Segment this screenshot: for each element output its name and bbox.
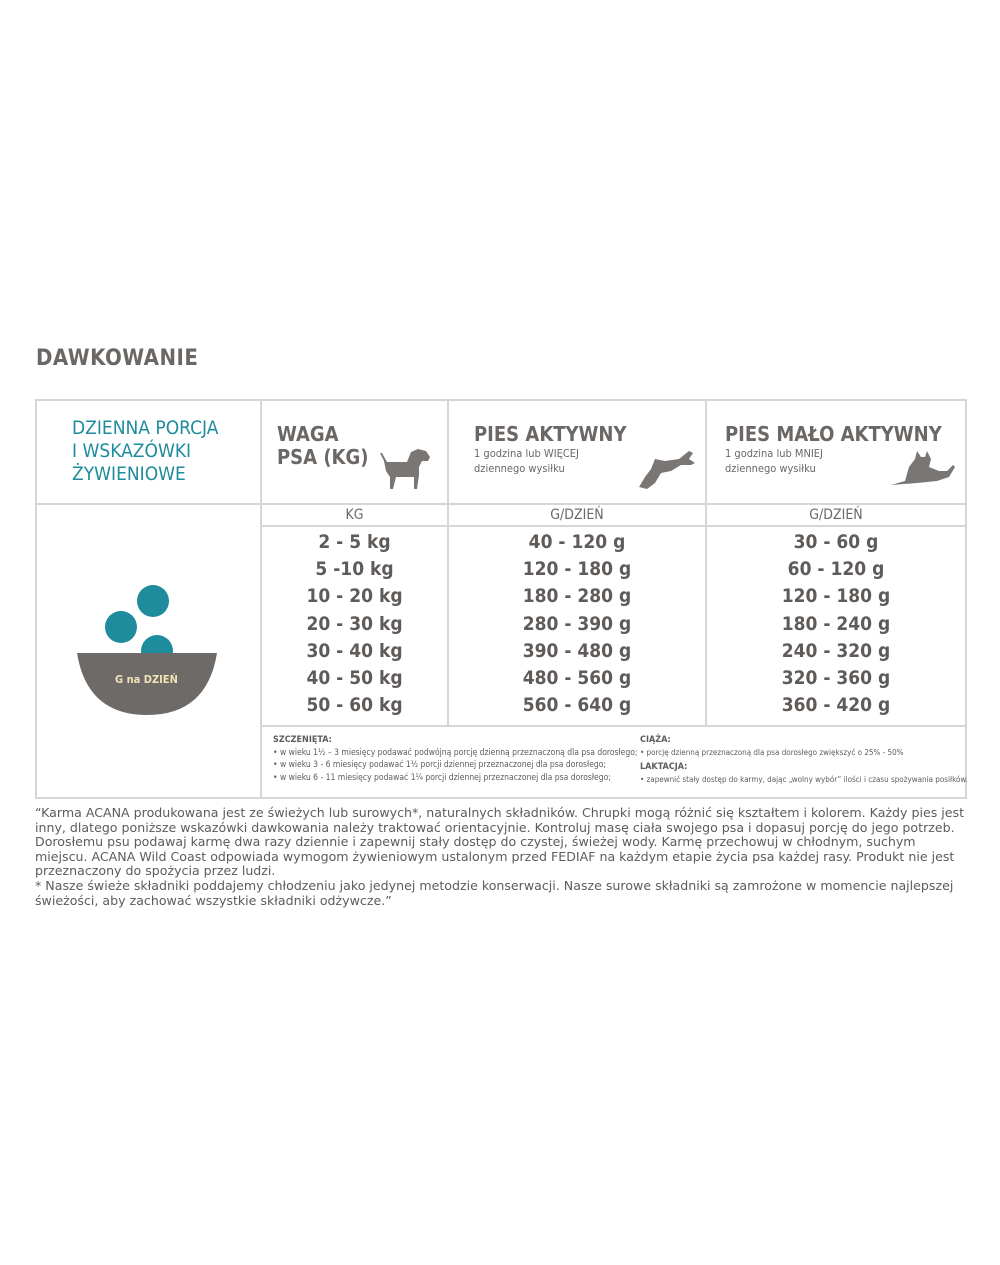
table-cell: 50 - 60 kg [306,694,403,717]
inactive-header: PIES MAŁO AKTYWNY 1 godzina lub MNIEJ dz… [725,423,942,476]
bowl-label: G na DZIEŃ [115,673,178,686]
feeding-table: DZIENNA PORCJA I WSKAZÓWKI ŻYWIENIOWE WA… [35,399,968,799]
table-cell: 180 - 280 g [522,585,632,608]
table-cell: 60 - 120 g [787,558,885,581]
table-cell: 280 - 390 g [522,612,632,635]
weight-header-line: PSA (KG) [277,445,369,469]
puppies-title: SZCZENIĘTA: [273,735,332,745]
kg-column-header: KG [345,507,364,523]
active-sub: 1 godzina lub WIĘCEJ [474,447,579,460]
table-cell: 30 - 60 g [793,531,879,553]
puppies-note: • w wieku 1½ – 3 miesięcy podawać podwój… [273,747,638,758]
inactive-title: PIES MAŁO AKTYWNY [725,422,942,446]
running-dog-icon [639,451,695,489]
active-sub: dziennego wysiłku [474,462,565,475]
footer-footnote: * Nasze świeże składniki poddajemy chłod… [35,878,954,908]
weight-column: 2 - 5 kg 5 -10 kg 10 - 20 kg 20 - 30 kg 30 -… [262,529,447,719]
pregnancy-note: • porcję dzienną przeznaczoną dla psa do… [640,747,904,757]
pregnancy-notes: CIĄŻA: • porcję dzienną przeznaczoną dla… [640,734,968,786]
section-title: DAWKOWANIE [36,346,199,371]
intro-line: ŻYWIENIOWE [72,463,186,485]
table-cell: 40 - 50 kg [306,667,403,690]
table-cell: 360 - 420 g [781,694,891,717]
active-header: PIES AKTYWNY 1 godzina lub WIĘCEJ dzienn… [474,423,627,476]
active-title: PIES AKTYWNY [474,422,627,446]
active-column-header: G/DZIEŃ [550,507,604,523]
puppies-note: • w wieku 6 - 11 miesięcy podawać 1¼ por… [273,772,611,783]
table-cell: 390 - 480 g [522,639,632,662]
intro-line: I WSKAZÓWKI [72,440,192,462]
lactation-title: LAKTACJA: [640,762,688,772]
intro-heading: DZIENNA PORCJA I WSKAZÓWKI ŻYWIENIOWE [72,417,218,486]
puppies-note: • w wieku 3 - 6 miesięcy podawać 1½ porc… [273,760,607,770]
table-cell: 320 - 360 g [781,667,891,690]
table-cell: 20 - 30 kg [306,612,403,635]
puppies-notes: SZCZENIĘTA: • w wieku 1½ – 3 miesięcy po… [273,734,637,784]
table-cell: 120 - 180 g [522,558,632,581]
table-cell: 2 - 5 kg [318,531,391,553]
inactive-column-header: G/DZIEŃ [809,507,863,523]
active-column: 40 - 120 g 120 - 180 g 180 - 280 g 280 - 39… [449,529,705,719]
table-cell: 240 - 320 g [781,639,891,662]
table-cell: 180 - 240 g [781,612,891,635]
inactive-column: 30 - 60 g 60 - 120 g 120 - 180 g 180 - 240 … [707,529,965,719]
table-cell: 5 -10 kg [315,558,394,581]
table-cell: 30 - 40 kg [306,639,403,662]
inactive-sub: 1 godzina lub MNIEJ [725,447,823,460]
table-cell: 40 - 120 g [528,531,626,553]
standing-dog-icon [380,449,430,489]
pregnancy-title: CIĄŻA: [640,735,671,745]
weight-header-line: WAGA [277,422,339,446]
food-bowl-icon [77,585,217,715]
footer-paragraph: “Karma ACANA produkowana jest ze świeżyc… [35,805,965,878]
weight-header: WAGA PSA (KG) [277,423,368,469]
table-cell: 560 - 640 g [522,694,632,717]
table-cell: 480 - 560 g [522,667,632,690]
intro-line: DZIENNA PORCJA [72,417,219,439]
table-cell: 10 - 20 kg [306,585,403,608]
lying-dog-icon [891,451,955,485]
inactive-sub: dziennego wysiłku [725,462,816,475]
lactation-note: • zapewnić stały dostęp do karmy, dając … [640,774,968,784]
table-cell: 120 - 180 g [781,585,891,608]
